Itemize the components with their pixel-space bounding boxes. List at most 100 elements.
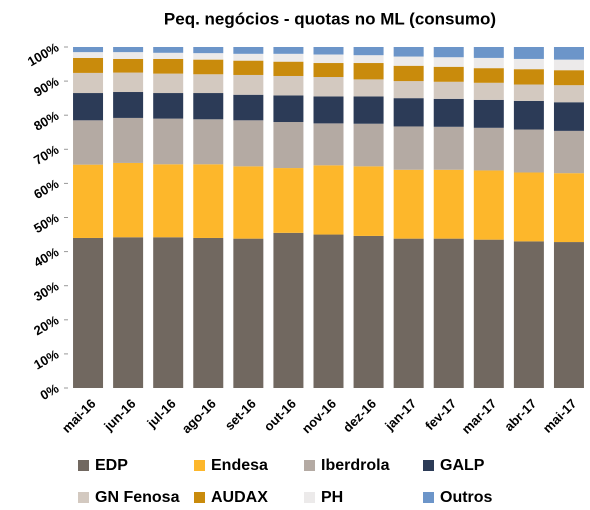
- bar-segment: [73, 237, 104, 388]
- bar-segment: [393, 81, 424, 99]
- legend-label: Endesa: [211, 457, 268, 474]
- bar-segment: [313, 63, 344, 78]
- bar-segment: [273, 232, 304, 388]
- chart-title: Peq. negócios - quotas no ML (consumo): [164, 9, 496, 28]
- legend-swatch: [78, 460, 89, 471]
- bar-segment: [433, 169, 464, 239]
- bar-segment: [153, 118, 184, 165]
- y-tick-label: 100%: [25, 39, 62, 69]
- legend-label: AUDAX: [211, 489, 268, 506]
- bar-segment: [193, 53, 224, 60]
- y-tick-label: 60%: [31, 176, 61, 202]
- bar-segment: [233, 53, 264, 61]
- bar-segment: [113, 52, 144, 59]
- bar-segment: [273, 47, 304, 54]
- bar-segment: [473, 239, 504, 388]
- bar-segment: [393, 65, 424, 82]
- y-tick-label: 70%: [31, 142, 61, 168]
- bar-segment: [193, 47, 224, 54]
- bar-segment: [353, 47, 384, 56]
- bar-segment: [233, 120, 264, 167]
- bar-segment: [193, 74, 224, 94]
- bar-segment: [353, 96, 384, 124]
- bar-segment: [513, 47, 544, 59]
- bar-segment: [553, 47, 584, 60]
- legend-label: GN Fenosa: [95, 489, 180, 506]
- bar-segment: [513, 129, 544, 173]
- legend-swatch: [423, 492, 434, 503]
- bar-segment: [73, 47, 104, 53]
- bar-segment: [73, 72, 104, 94]
- bar-segment: [273, 53, 304, 62]
- bar-segment: [313, 77, 344, 97]
- x-tick-label: out-16: [261, 396, 299, 434]
- x-tick-label: nov-16: [299, 396, 339, 436]
- x-tick-label: mai-16: [59, 396, 99, 436]
- bar-segment: [393, 56, 424, 66]
- x-tick-label: ago-16: [179, 396, 219, 436]
- bar-segment: [473, 82, 504, 100]
- y-tick-label: 20%: [31, 312, 61, 338]
- bar-segment: [313, 123, 344, 166]
- bar-segment: [513, 69, 544, 85]
- legend-label: Iberdrola: [321, 457, 390, 474]
- bar-segment: [553, 59, 584, 71]
- bar-segment: [553, 102, 584, 131]
- bar-segment: [113, 58, 144, 73]
- y-tick-label: 30%: [31, 278, 61, 304]
- x-tick-label: jan-17: [381, 396, 419, 434]
- y-tick-label: 90%: [31, 73, 61, 99]
- bar-segment: [153, 47, 184, 53]
- bar-segment: [433, 57, 464, 67]
- bar-segment: [473, 127, 504, 171]
- bar-segment: [273, 61, 304, 76]
- bar-segment: [433, 66, 464, 82]
- bar-segment: [233, 166, 264, 239]
- bar-segment: [473, 47, 504, 58]
- x-tick-label: jun-16: [100, 396, 138, 434]
- y-tick-label: 10%: [31, 346, 61, 372]
- y-tick-label: 50%: [31, 210, 61, 236]
- bar-segment: [513, 100, 544, 130]
- bar-segment: [473, 170, 504, 240]
- bar-segment: [393, 169, 424, 239]
- bar-segment: [433, 47, 464, 58]
- bar-segment: [113, 117, 144, 163]
- bar-segment: [433, 98, 464, 127]
- bar-segment: [273, 95, 304, 123]
- x-tick-label: abr-17: [501, 396, 539, 434]
- x-tick-label: mar-17: [459, 396, 500, 437]
- bar-segment: [353, 235, 384, 388]
- legend-swatch: [194, 492, 205, 503]
- bar-segment: [273, 75, 304, 96]
- bar-segment: [473, 68, 504, 83]
- legend-swatch: [304, 460, 315, 471]
- bar-segment: [553, 130, 584, 174]
- bar-segment: [193, 93, 224, 120]
- x-tick-label: jul-16: [143, 396, 178, 431]
- bar-segment: [433, 126, 464, 170]
- bar-segment: [513, 241, 544, 388]
- y-tick-label: 0%: [37, 380, 61, 403]
- bar-segment: [353, 123, 384, 167]
- bar-segment: [73, 164, 104, 238]
- bar-segment: [353, 63, 384, 80]
- legend-swatch: [194, 460, 205, 471]
- bar-segment: [73, 57, 104, 73]
- bar-segment: [113, 237, 144, 388]
- legend-label: GALP: [440, 457, 485, 474]
- bar-segment: [553, 70, 584, 86]
- x-tick-label: fev-17: [422, 396, 459, 433]
- bar-segment: [513, 172, 544, 242]
- bar-segment: [153, 58, 184, 74]
- bar-segment: [193, 237, 224, 388]
- legend-label: EDP: [95, 457, 128, 474]
- bar-segment: [313, 165, 344, 235]
- y-tick-label: 40%: [31, 244, 61, 270]
- bar-segment: [113, 72, 144, 93]
- legend-swatch: [304, 492, 315, 503]
- bar-segment: [433, 238, 464, 388]
- bar-segment: [393, 238, 424, 388]
- bar-segment: [273, 122, 304, 169]
- bar-segment: [153, 164, 184, 238]
